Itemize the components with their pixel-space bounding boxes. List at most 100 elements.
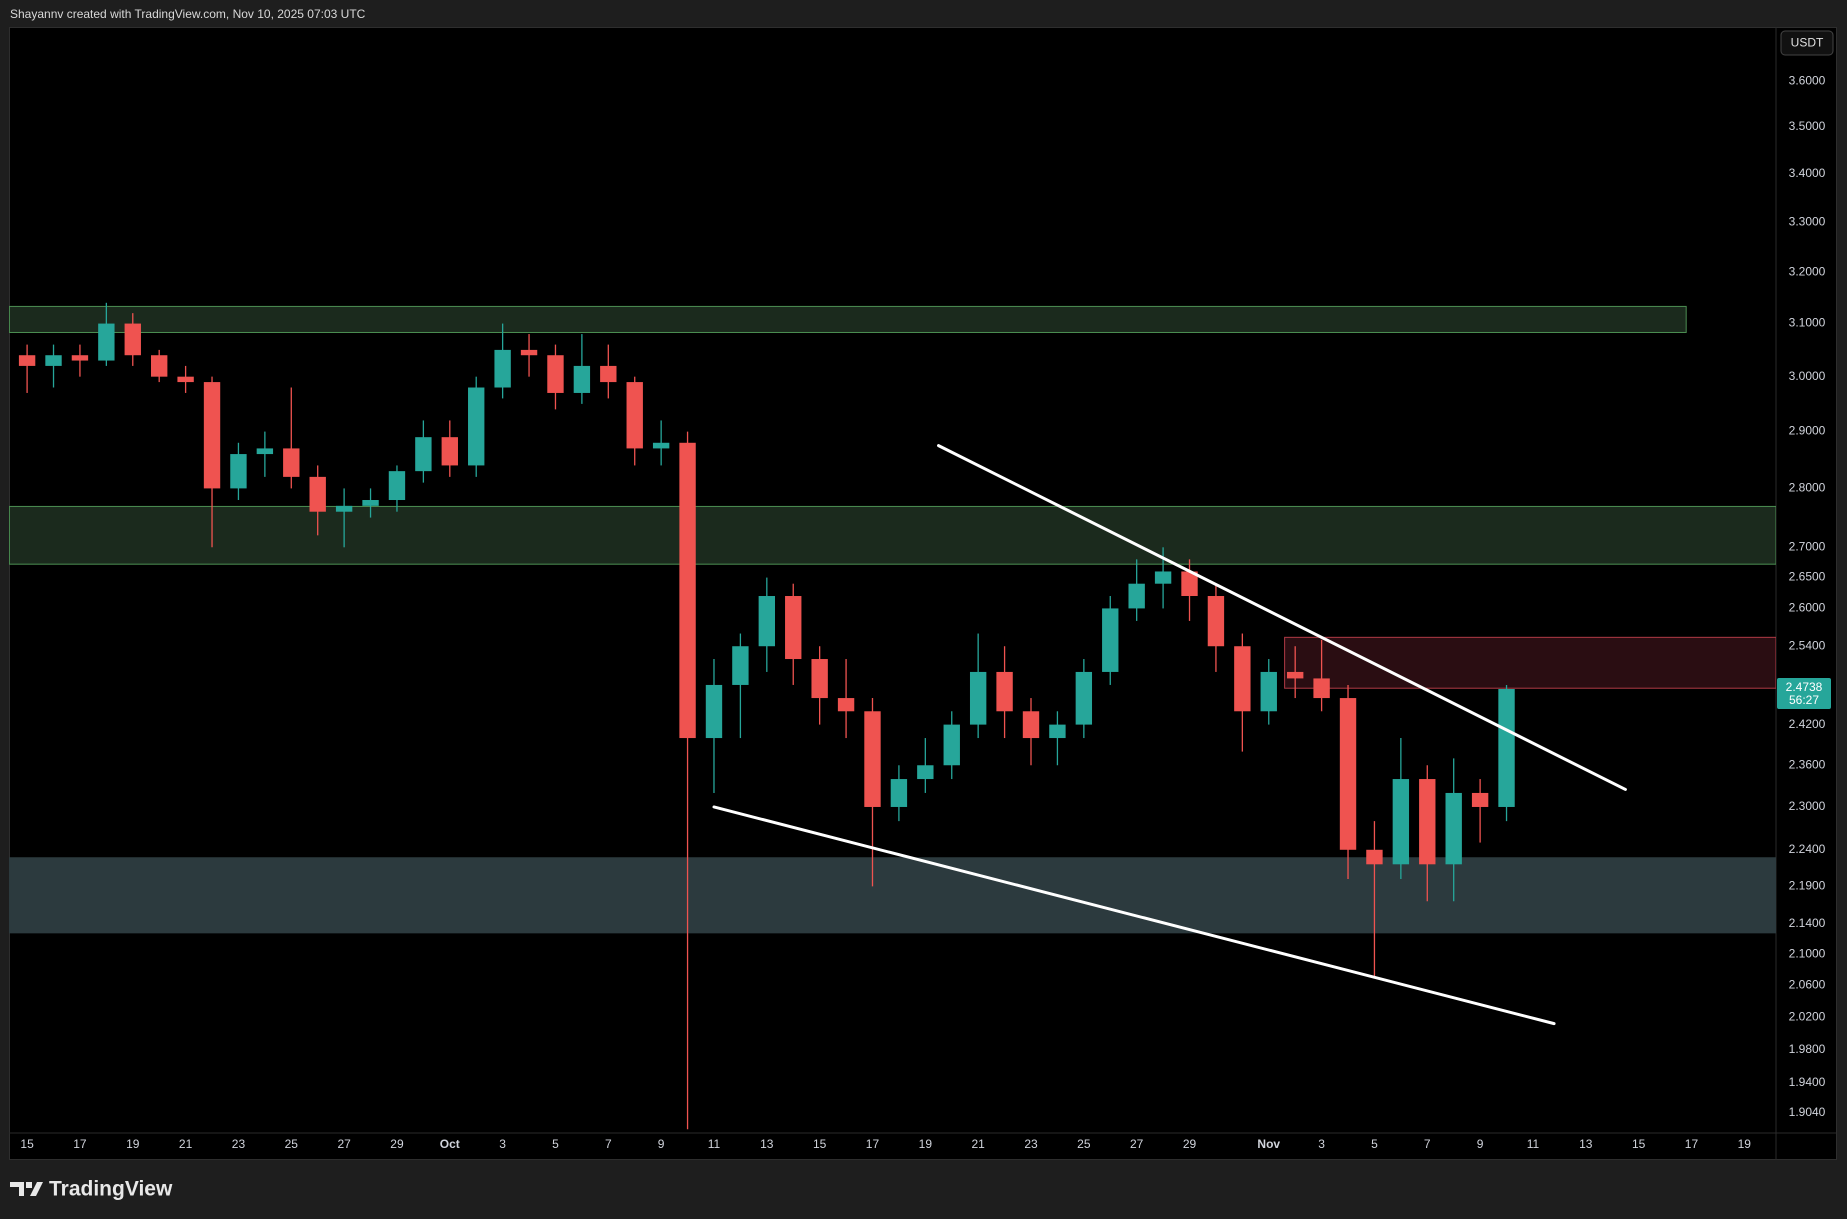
y-tick-label: 2.0600 [1789, 978, 1826, 992]
y-tick-label: 2.7000 [1789, 539, 1826, 553]
candle-body [441, 437, 458, 466]
x-tick-label: 25 [1077, 1137, 1091, 1151]
y-tick-label: 2.6000 [1789, 601, 1826, 615]
chart-pane [9, 27, 1837, 1160]
x-tick-label: 17 [73, 1137, 87, 1151]
y-tick-label: 3.2000 [1789, 264, 1826, 278]
candle-body [1313, 678, 1330, 699]
candle-body [1075, 671, 1093, 725]
candle-body [1260, 671, 1277, 712]
y-tick-label: 2.9000 [1789, 424, 1826, 438]
candle-body [335, 505, 353, 512]
y-tick-label: 2.1400 [1789, 916, 1826, 930]
x-tick-label: 9 [658, 1137, 665, 1151]
candle-body [1234, 646, 1251, 712]
x-tick-label: 3 [499, 1137, 506, 1151]
y-tick-label: 1.9800 [1789, 1042, 1826, 1056]
trend-line [937, 444, 1627, 791]
y-tick-label: 1.9040 [1789, 1105, 1826, 1119]
y-tick-label: 2.3000 [1789, 799, 1826, 813]
x-tick-label: 15 [1632, 1137, 1646, 1151]
candle-body [547, 355, 564, 393]
x-tick-label: 17 [866, 1137, 880, 1151]
candle-body [177, 376, 194, 383]
y-tick-label: 3.6000 [1789, 74, 1826, 88]
brand-name: TradingView [49, 1178, 173, 1201]
candle-body [758, 596, 776, 647]
candle-body [1207, 596, 1225, 647]
x-tick-label: 9 [1477, 1137, 1484, 1151]
candle-body [124, 323, 141, 356]
x-tick-label: 19 [126, 1137, 140, 1151]
candle-body [1339, 698, 1357, 850]
candle-body [917, 765, 934, 780]
y-tick-label: 2.6500 [1789, 570, 1826, 584]
candle-body [45, 355, 62, 366]
x-tick-label: 21 [971, 1137, 985, 1151]
y-tick-label: 1.9400 [1789, 1075, 1826, 1089]
candle-body [1471, 792, 1489, 807]
logo-icon [10, 1182, 43, 1196]
candle-body [652, 442, 670, 449]
x-tick-label: 3 [1318, 1137, 1325, 1151]
candle-body [494, 349, 511, 388]
candle-body [943, 724, 960, 766]
y-tick-label: 3.1000 [1789, 316, 1826, 330]
y-tick-label: 2.8000 [1789, 481, 1826, 495]
x-tick-label: 15 [813, 1137, 827, 1151]
candle-body [415, 437, 432, 472]
x-tick-label: 13 [1579, 1137, 1593, 1151]
x-tick-label: Nov [1257, 1137, 1280, 1151]
x-tick-label: 5 [1371, 1137, 1378, 1151]
x-tick-label: Oct [440, 1137, 460, 1151]
x-tick-label: 13 [760, 1137, 774, 1151]
candle-body [1445, 792, 1462, 865]
x-tick-label: 23 [232, 1137, 246, 1151]
x-tick-label: 17 [1685, 1137, 1699, 1151]
y-tick-label: 3.5000 [1789, 119, 1826, 133]
candle-body [837, 698, 855, 712]
candle-body [18, 355, 36, 366]
candle-body [309, 476, 326, 512]
x-tick-label: 27 [337, 1137, 351, 1151]
candle-body [864, 711, 881, 807]
candle-body [283, 448, 300, 477]
candle-body [626, 382, 643, 449]
candle-body [256, 448, 274, 455]
x-tick-label: 19 [1738, 1137, 1752, 1151]
candle-body [362, 500, 379, 506]
y-tick-label: 2.2400 [1789, 842, 1826, 856]
candle-body [230, 454, 247, 489]
candle-body [785, 596, 802, 660]
x-tick-label: 29 [1183, 1137, 1197, 1151]
candle-body [1498, 688, 1515, 807]
y-tick-label: 3.3000 [1789, 214, 1826, 228]
currency-label: USDT [1791, 36, 1824, 50]
x-tick-label: 7 [605, 1137, 612, 1151]
x-tick-label: 11 [708, 1137, 721, 1151]
y-tick-label: 2.5400 [1789, 638, 1826, 652]
candle-body [600, 365, 617, 383]
x-tick-label: 29 [390, 1137, 404, 1151]
y-tick-label: 2.1900 [1789, 879, 1826, 893]
candle-body [1049, 724, 1066, 739]
candle-body [969, 671, 987, 725]
currency-button[interactable] [1780, 30, 1834, 56]
candle-body [71, 355, 89, 361]
plot-area [9, 302, 1776, 1130]
zone [1284, 636, 1776, 689]
zone [9, 857, 1776, 934]
candle-body [1128, 583, 1145, 609]
candle-body [1419, 779, 1436, 865]
candle-body [996, 671, 1013, 712]
x-tick-label: 27 [1130, 1137, 1144, 1151]
candle-body [705, 684, 723, 739]
candle-body [1154, 571, 1172, 584]
candle-body [203, 382, 221, 489]
candle-body [1102, 608, 1119, 672]
zone [9, 305, 1687, 333]
x-tick-label: 5 [552, 1137, 559, 1151]
x-tick-label: 11 [1527, 1137, 1540, 1151]
